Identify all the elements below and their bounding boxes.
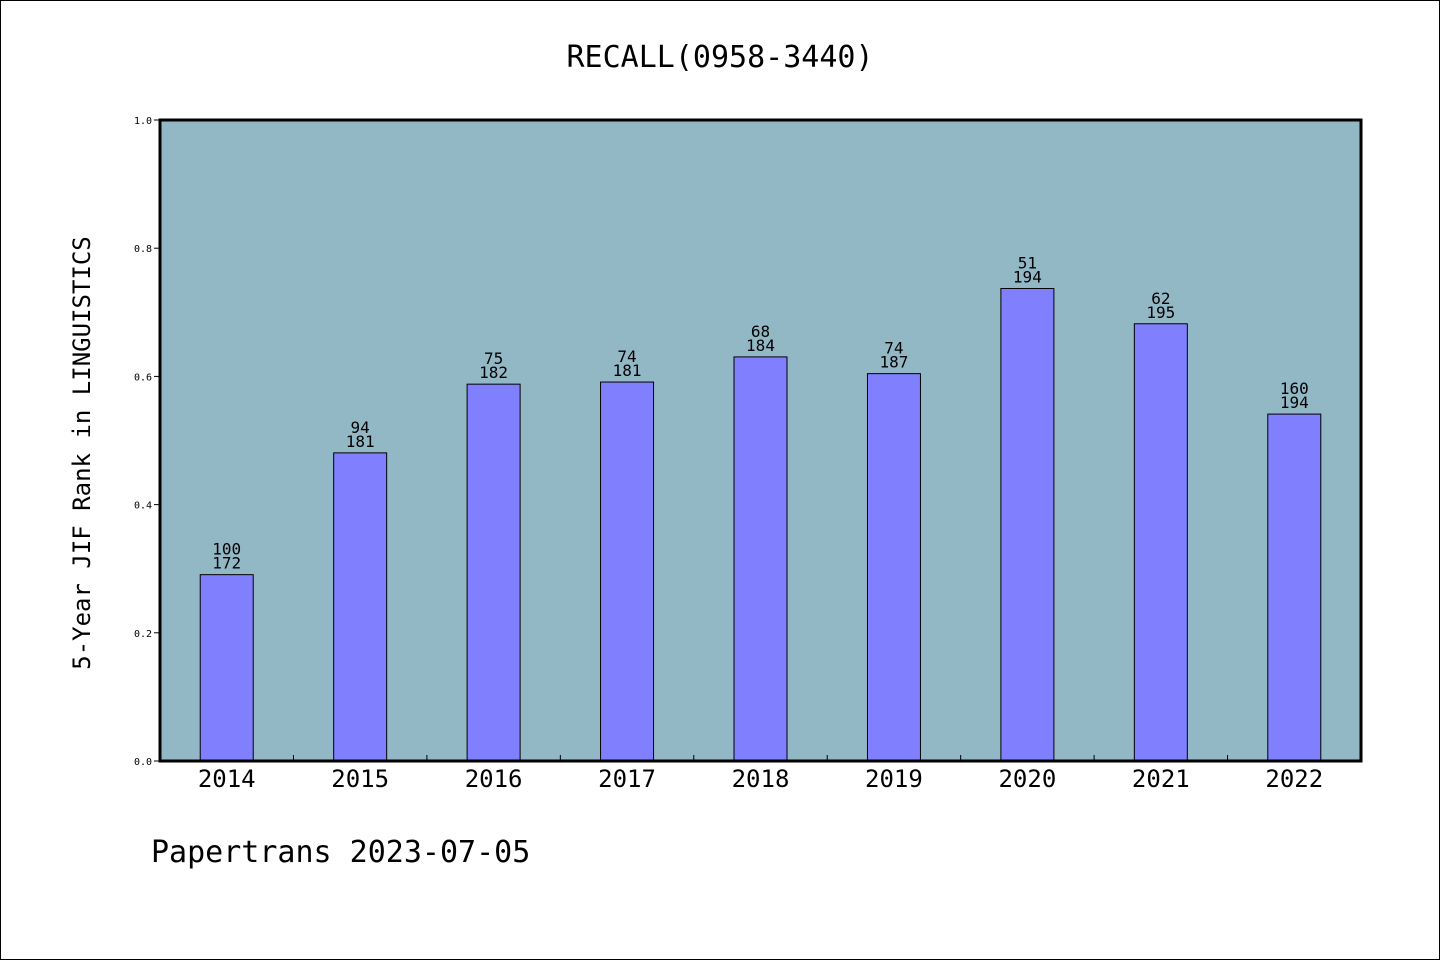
bar-total-label: 194 (1013, 268, 1042, 287)
bar-total-label: 194 (1280, 393, 1309, 412)
bar-rank-label: 100 (212, 540, 241, 559)
bar-2014 (199, 574, 254, 762)
bar-2019 (866, 373, 921, 762)
bar-2020 (1000, 288, 1055, 762)
y-tick-label: 0.0 (134, 757, 152, 768)
y-tick-label: 0.4 (134, 501, 152, 512)
bar-rank-label: 62 (1151, 289, 1170, 308)
bar-total-label: 184 (746, 336, 775, 355)
bar-2022 (1267, 413, 1322, 762)
x-tick-label: 2016 (465, 765, 523, 793)
y-axis-ticks: 0.0 0.2 0.4 0.6 0.8 1.0 (134, 116, 160, 768)
bar-rank-label: 51 (1018, 254, 1037, 273)
bar-rank-label: 75 (484, 349, 503, 368)
bar-total-label: 195 (1146, 303, 1175, 322)
bar-2017 (600, 381, 655, 762)
bar-total-label: 181 (346, 432, 375, 451)
bar-total-label: 181 (613, 361, 642, 380)
y-tick-label: 0.2 (134, 629, 152, 640)
x-axis-ticks: 2014 2015 2016 2017 2018 2019 2020 2021 2022 (198, 755, 1323, 793)
footer-credit: Papertrans 2023-07-05 (151, 835, 531, 870)
bar-2015 (333, 452, 388, 762)
bar-rank-label: 74 (617, 347, 636, 366)
chart-title: RECALL(0958-3440) (566, 40, 873, 75)
y-tick-label: 0.8 (134, 244, 152, 255)
x-tick-label: 2020 (998, 765, 1056, 793)
x-tick-label: 2015 (331, 765, 389, 793)
x-tick-label: 2022 (1265, 765, 1323, 793)
bar-rank-label: 94 (351, 418, 370, 437)
x-tick-label: 2014 (198, 765, 256, 793)
x-tick-label: 2019 (865, 765, 923, 793)
bar-rank-label: 160 (1280, 379, 1309, 398)
x-tick-label: 2018 (732, 765, 790, 793)
bar-total-label: 187 (879, 353, 908, 372)
y-tick-label: 1.0 (134, 116, 152, 127)
bar-rank-label: 68 (751, 322, 770, 341)
bar-2021 (1133, 323, 1188, 762)
x-tick-label: 2017 (598, 765, 656, 793)
plot-border (158, 118, 1363, 763)
bar-2018 (733, 356, 788, 762)
bar-rank-label: 74 (884, 339, 903, 358)
x-tick-label: 2021 (1132, 765, 1190, 793)
y-axis-label: 5-Year JIF Rank in LINGUISTICS (68, 236, 96, 669)
y-tick-label: 0.6 (134, 372, 152, 383)
bar-total-label: 172 (212, 554, 241, 573)
bar-2016 (466, 383, 521, 762)
bar-total-label: 182 (479, 363, 508, 382)
